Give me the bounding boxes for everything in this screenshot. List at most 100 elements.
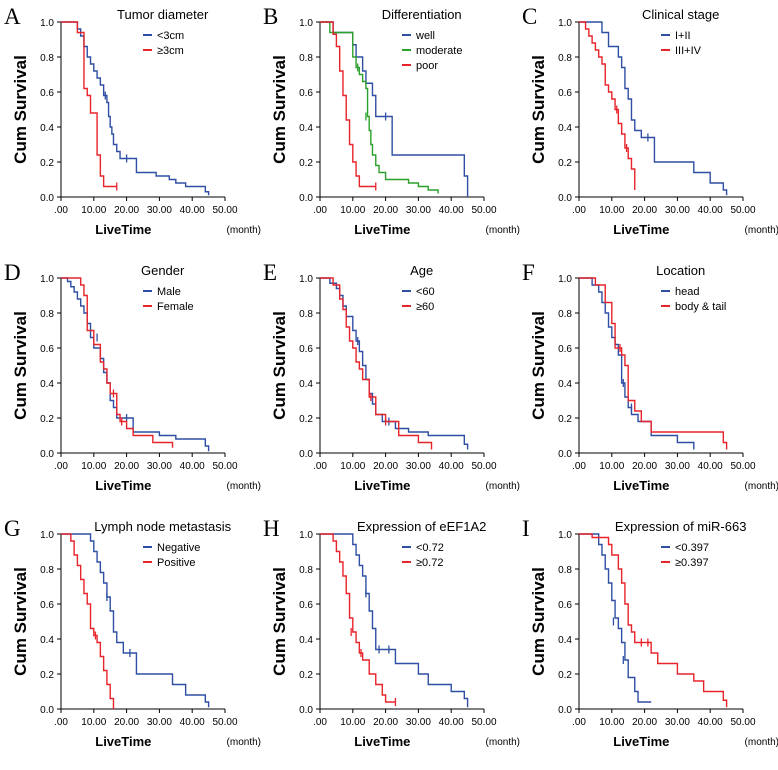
y-tick-label: 0.2 — [40, 670, 54, 681]
y-tick-label: 0.6 — [299, 88, 313, 99]
survival-curve — [320, 21, 439, 194]
y-tick-label: 0.4 — [558, 379, 572, 390]
y-axis-label: Cum Survival — [529, 55, 548, 164]
y-tick-label: 0.0 — [299, 449, 313, 460]
panel-H: H 0.0 0.2 0.4 0.6 0.8 1.0 .00 10.00 20.00 30.00 40.… — [263, 516, 520, 749]
y-tick-label: 1.0 — [299, 274, 313, 285]
x-tick-label: 10.00 — [340, 461, 365, 472]
x-tick-label: 20.00 — [114, 205, 139, 216]
axes — [60, 278, 225, 454]
y-tick-label: 0.6 — [40, 600, 54, 611]
y-tick-label: 0.0 — [558, 449, 572, 460]
x-tick-label: 40.00 — [698, 205, 723, 216]
x-tick-label: 50.00 — [471, 461, 496, 472]
y-tick-label: 1.0 — [299, 530, 313, 541]
x-axis-label: LiveTime — [354, 478, 410, 493]
y-tick-label: 0.0 — [558, 193, 572, 204]
y-axis-label: Cum Survival — [11, 311, 30, 420]
x-axis-unit: (month) — [486, 225, 520, 236]
y-tick-label: 0.8 — [558, 565, 572, 576]
x-tick-label: .00 — [54, 205, 68, 216]
panel-E: E 0.0 0.2 0.4 0.6 0.8 1.0 .00 10.00 20.00 30.00 40.… — [263, 260, 520, 493]
legend-label: well — [415, 30, 435, 42]
x-tick-label: .00 — [572, 461, 586, 472]
x-tick-label: 10.00 — [340, 205, 365, 216]
x-tick-label: 50.00 — [730, 461, 755, 472]
x-tick-label: 50.00 — [471, 717, 496, 728]
legend-label: moderate — [416, 45, 462, 57]
survival-curve — [320, 277, 433, 450]
x-axis-unit: (month) — [745, 737, 778, 748]
x-tick-label: .00 — [313, 205, 327, 216]
panel-letter: D — [4, 260, 21, 285]
panel-letter: H — [263, 516, 280, 541]
x-tick-label: 30.00 — [147, 205, 172, 216]
y-tick-label: 0.6 — [558, 344, 572, 355]
survival-curve — [320, 277, 469, 450]
x-tick-label: 20.00 — [373, 205, 398, 216]
panel-letter: A — [4, 4, 21, 29]
axes — [319, 534, 484, 710]
x-tick-label: .00 — [54, 717, 68, 728]
y-axis-label: Cum Survival — [270, 567, 289, 676]
x-tick-label: 40.00 — [180, 205, 205, 216]
panel-B: B 0.0 0.2 0.4 0.6 0.8 1.0 .00 10.00 20.00 30.00 40.… — [263, 4, 520, 237]
x-tick-label: .00 — [572, 717, 586, 728]
x-tick-label: 20.00 — [632, 205, 657, 216]
x-tick-label: 10.00 — [599, 717, 624, 728]
x-tick-label: 10.00 — [599, 205, 624, 216]
x-tick-label: 10.00 — [81, 717, 106, 728]
x-tick-label: 40.00 — [698, 461, 723, 472]
y-tick-label: 1.0 — [558, 18, 572, 29]
legend-label: <0.72 — [416, 542, 444, 554]
legend-label: III+IV — [675, 45, 702, 57]
x-tick-label: 50.00 — [212, 461, 237, 472]
legend-label: ≥60 — [416, 301, 434, 313]
x-tick-label: .00 — [54, 461, 68, 472]
y-tick-label: 0.6 — [558, 88, 572, 99]
x-tick-label: 40.00 — [439, 717, 464, 728]
y-tick-label: 0.8 — [40, 565, 54, 576]
x-tick-label: 40.00 — [439, 205, 464, 216]
y-tick-label: 0.6 — [558, 600, 572, 611]
x-tick-label: 10.00 — [81, 205, 106, 216]
legend-label: ≥3cm — [157, 45, 184, 57]
panel-G: G 0.0 0.2 0.4 0.6 0.8 1.0 .00 10.00 20.00 30.00 40.… — [4, 516, 261, 749]
y-tick-label: 0.0 — [40, 705, 54, 716]
y-tick-label: 0.0 — [40, 193, 54, 204]
y-axis-label: Cum Survival — [529, 567, 548, 676]
x-tick-label: 20.00 — [373, 717, 398, 728]
y-tick-label: 0.2 — [558, 158, 572, 169]
x-axis-label: LiveTime — [613, 222, 669, 237]
x-tick-label: 30.00 — [147, 717, 172, 728]
legend-label: poor — [416, 60, 438, 72]
x-tick-label: 30.00 — [406, 717, 431, 728]
x-tick-label: .00 — [572, 205, 586, 216]
survival-curve — [61, 21, 117, 188]
x-tick-label: 10.00 — [81, 461, 106, 472]
survival-curve — [579, 533, 652, 703]
x-tick-label: 50.00 — [212, 717, 237, 728]
y-tick-label: 0.6 — [40, 88, 54, 99]
panel-title: Lymph node metastasis — [94, 519, 231, 534]
x-tick-label: 30.00 — [406, 461, 431, 472]
x-axis-unit: (month) — [745, 225, 778, 236]
panel-title: Expression of miR-663 — [615, 519, 747, 534]
y-tick-label: 0.8 — [299, 309, 313, 320]
y-tick-label: 0.6 — [299, 600, 313, 611]
y-axis-label: Cum Survival — [270, 55, 289, 164]
x-tick-label: 20.00 — [114, 717, 139, 728]
y-tick-label: 0.4 — [558, 635, 572, 646]
panel-title: Location — [656, 263, 705, 278]
x-tick-label: 40.00 — [180, 717, 205, 728]
axes — [578, 534, 743, 710]
axes — [319, 278, 484, 454]
x-axis-label: LiveTime — [95, 478, 151, 493]
x-axis-label: LiveTime — [95, 222, 151, 237]
survival-curve — [61, 277, 174, 448]
x-axis-unit: (month) — [745, 481, 778, 492]
y-axis-label: Cum Survival — [270, 311, 289, 420]
legend-label: <60 — [416, 286, 435, 298]
axes — [578, 22, 743, 198]
legend-label: Positive — [157, 557, 196, 569]
